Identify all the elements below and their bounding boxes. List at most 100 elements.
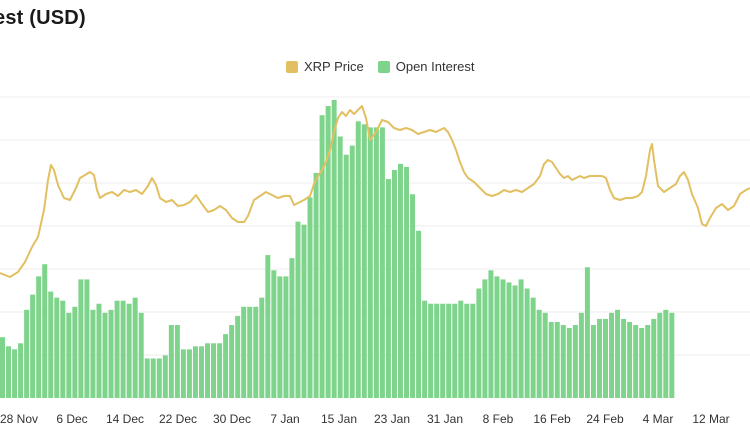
oi-bar[interactable] <box>609 312 615 398</box>
oi-bar[interactable] <box>488 270 494 398</box>
oi-bar[interactable] <box>78 279 84 398</box>
oi-bar[interactable] <box>506 282 512 398</box>
oi-bar[interactable] <box>235 315 241 398</box>
oi-bar[interactable] <box>313 172 319 398</box>
oi-bar[interactable] <box>548 321 554 398</box>
oi-bar[interactable] <box>452 303 458 398</box>
oi-bar[interactable] <box>512 285 518 398</box>
oi-bar[interactable] <box>277 276 283 398</box>
oi-bar[interactable] <box>253 306 259 398</box>
oi-bar[interactable] <box>108 309 114 398</box>
oi-bar[interactable] <box>464 303 470 398</box>
oi-bar[interactable] <box>663 309 669 398</box>
oi-bar[interactable] <box>126 303 132 398</box>
oi-bar[interactable] <box>397 163 403 398</box>
oi-bar[interactable] <box>223 334 229 398</box>
oi-bar[interactable] <box>542 312 548 398</box>
oi-bar[interactable] <box>0 337 5 398</box>
oi-bar[interactable] <box>578 312 584 398</box>
oi-bar[interactable] <box>180 349 186 398</box>
oi-bar[interactable] <box>265 255 271 398</box>
oi-bar[interactable] <box>48 291 54 398</box>
oi-bar[interactable] <box>247 306 253 398</box>
oi-bar[interactable] <box>434 303 440 398</box>
oi-bar[interactable] <box>596 318 602 398</box>
oi-bar[interactable] <box>174 325 180 398</box>
oi-bar[interactable] <box>343 154 349 398</box>
oi-bar[interactable] <box>198 346 204 398</box>
oi-bar[interactable] <box>66 312 72 398</box>
oi-bar[interactable] <box>114 300 120 398</box>
oi-bar[interactable] <box>458 300 464 398</box>
oi-bar[interactable] <box>72 306 78 398</box>
oi-bar[interactable] <box>584 267 590 398</box>
oi-bar[interactable] <box>229 325 235 398</box>
oi-bar[interactable] <box>669 312 675 398</box>
oi-bar[interactable] <box>138 312 144 398</box>
oi-bar[interactable] <box>645 325 651 398</box>
oi-bar[interactable] <box>560 325 566 398</box>
oi-bar[interactable] <box>639 328 645 398</box>
oi-bar[interactable] <box>422 300 428 398</box>
oi-bar[interactable] <box>325 106 331 398</box>
oi-bar[interactable] <box>404 166 410 398</box>
oi-bar[interactable] <box>633 325 639 398</box>
oi-bar[interactable] <box>361 124 367 398</box>
oi-bar[interactable] <box>186 349 192 398</box>
oi-bar[interactable] <box>440 303 446 398</box>
oi-bar[interactable] <box>259 297 265 398</box>
oi-bar[interactable] <box>241 306 247 398</box>
oi-bar[interactable] <box>446 303 452 398</box>
oi-bar[interactable] <box>205 343 211 398</box>
oi-bar[interactable] <box>12 349 18 398</box>
legend-item-price[interactable]: XRP Price <box>286 59 364 74</box>
oi-bar[interactable] <box>566 328 572 398</box>
oi-bar[interactable] <box>42 264 48 398</box>
oi-bar[interactable] <box>621 318 627 398</box>
oi-bar[interactable] <box>603 318 608 398</box>
oi-bar[interactable] <box>144 358 150 398</box>
oi-bar[interactable] <box>355 121 361 398</box>
oi-bar[interactable] <box>18 343 24 398</box>
oi-bar[interactable] <box>156 358 162 398</box>
oi-bar[interactable] <box>379 127 385 399</box>
oi-bar[interactable] <box>307 197 313 398</box>
legend-item-oi[interactable]: Open Interest <box>377 59 475 74</box>
oi-bar[interactable] <box>301 224 307 398</box>
oi-bar[interactable] <box>192 346 198 398</box>
oi-bar[interactable] <box>518 279 524 398</box>
oi-bar[interactable] <box>295 221 301 398</box>
oi-bar[interactable] <box>211 343 217 398</box>
oi-bar[interactable] <box>554 321 560 398</box>
oi-bar[interactable] <box>102 312 108 398</box>
oi-bar[interactable] <box>476 288 482 398</box>
oi-bar[interactable] <box>30 294 36 398</box>
oi-bar[interactable] <box>84 279 90 398</box>
oi-bar[interactable] <box>349 145 355 398</box>
oi-bar[interactable] <box>524 288 530 398</box>
oi-bar[interactable] <box>416 230 422 398</box>
oi-bar[interactable] <box>90 309 96 398</box>
oi-bar[interactable] <box>217 343 223 398</box>
oi-bar[interactable] <box>36 276 42 398</box>
oi-bar[interactable] <box>373 127 379 399</box>
oi-bar[interactable] <box>530 297 536 398</box>
oi-bar[interactable] <box>132 297 138 398</box>
oi-bar[interactable] <box>96 303 102 398</box>
oi-bar[interactable] <box>410 194 416 398</box>
oi-bar[interactable] <box>54 297 60 398</box>
oi-bar[interactable] <box>271 270 277 398</box>
oi-bar[interactable] <box>367 127 373 399</box>
oi-bar[interactable] <box>168 325 174 398</box>
oi-bar[interactable] <box>615 309 621 398</box>
oi-bar[interactable] <box>319 115 325 398</box>
oi-bar[interactable] <box>494 276 500 398</box>
oi-bar[interactable] <box>482 279 488 398</box>
oi-bar[interactable] <box>60 300 66 398</box>
oi-bar[interactable] <box>150 358 156 398</box>
oi-bar[interactable] <box>391 169 397 398</box>
price-line[interactable] <box>0 105 750 278</box>
oi-bar[interactable] <box>6 346 12 398</box>
oi-bar[interactable] <box>428 303 434 398</box>
oi-bar[interactable] <box>289 258 295 398</box>
